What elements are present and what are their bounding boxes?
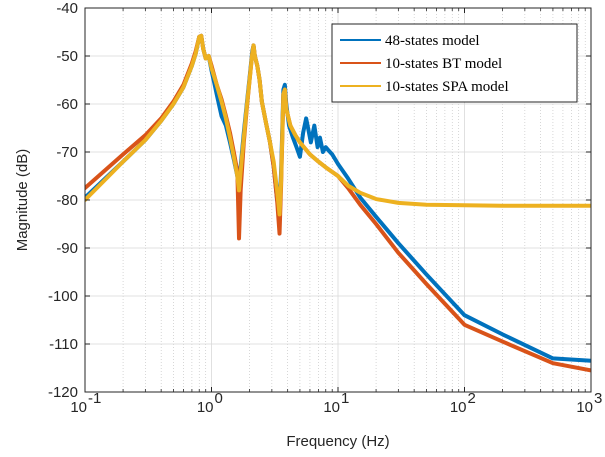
y-tick-labels: -40 -50 -60 -70 -80 -90 -100 -110 -120 xyxy=(48,0,78,401)
x-tick-exponent: 2 xyxy=(468,390,476,407)
tick-marks xyxy=(84,7,592,393)
y-axis-label: Magnitude (dB) xyxy=(14,149,31,252)
x-tick-label: 10 xyxy=(450,399,467,416)
series-line-3 xyxy=(85,33,591,217)
x-tick-exponent: -1 xyxy=(88,390,101,407)
legend-label-2: 10-states BT model xyxy=(385,56,502,72)
x-tick-label: 10 xyxy=(576,399,593,416)
y-tick-label: -110 xyxy=(49,336,78,353)
y-tick-label: -90 xyxy=(56,240,78,257)
x-axis-label: Frequency (Hz) xyxy=(286,433,389,450)
legend-label-3: 10-states SPA model xyxy=(385,79,509,95)
x-tick-exponent: 3 xyxy=(594,390,602,407)
series-layer xyxy=(85,33,591,373)
y-tick-label: -50 xyxy=(56,48,78,65)
y-tick-label: -100 xyxy=(48,288,78,305)
y-tick-label: -120 xyxy=(48,384,78,401)
y-tick-label: -40 xyxy=(56,0,78,17)
x-tick-label: 10 xyxy=(323,399,340,416)
legend: 48-states model 10-states BT model 10-stat… xyxy=(331,23,578,103)
y-tick-label: -60 xyxy=(56,96,78,113)
x-tick-label: 10 xyxy=(70,399,87,416)
legend-label-1: 48-states model xyxy=(385,33,480,49)
y-tick-label: -80 xyxy=(56,192,78,209)
x-tick-exponent: 1 xyxy=(341,390,349,407)
x-tick-label: 10 xyxy=(197,399,214,416)
x-tick-exponent: 0 xyxy=(215,390,223,407)
y-tick-label: -70 xyxy=(56,144,78,161)
